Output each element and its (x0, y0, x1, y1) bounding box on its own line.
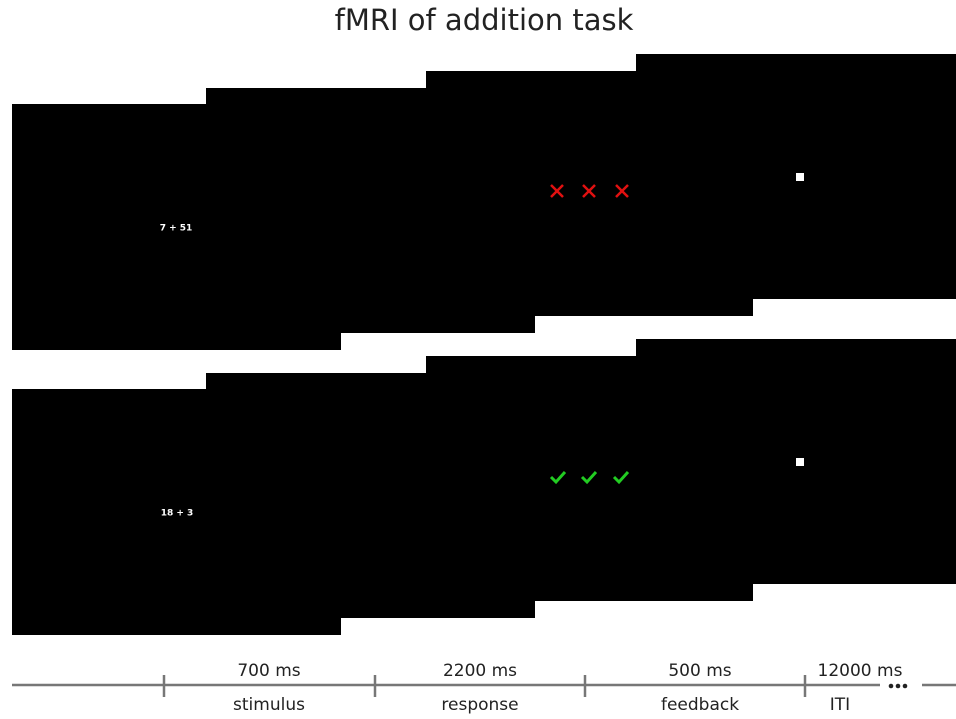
duration-label: 12000 ms (818, 661, 903, 681)
phase-label: ITI (830, 695, 850, 715)
timeline-labels: 700 ms stimulus 2200 ms response 500 ms feedb… (233, 661, 903, 715)
fixation (796, 458, 804, 466)
phase-label: feedback (661, 695, 739, 715)
timeline (12, 675, 956, 697)
wrong-feedback (550, 184, 629, 198)
duration-label: 500 ms (668, 661, 731, 681)
ellipsis (888, 683, 908, 689)
phase-label: response (441, 695, 518, 715)
phase-label: stimulus (233, 695, 305, 715)
trial-2: 18 + 3 (12, 339, 956, 635)
duration-label: 2200 ms (443, 661, 517, 681)
fixation (796, 173, 804, 181)
stimulus-text: 18 + 3 (161, 509, 194, 519)
stimulus-text: 7 + 51 (160, 224, 193, 234)
correct-feedback (549, 470, 630, 485)
title: fMRI of addition task (335, 3, 634, 37)
duration-label: 700 ms (237, 661, 300, 681)
trial-1: 7 + 51 (12, 54, 956, 350)
